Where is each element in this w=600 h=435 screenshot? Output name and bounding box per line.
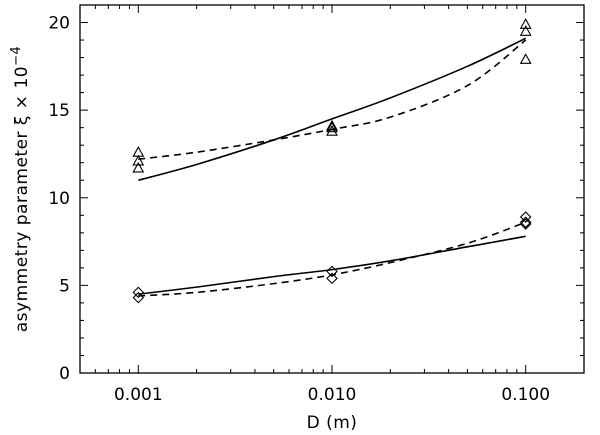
triangle-marker: [519, 53, 532, 64]
x-tick-label: 0.001: [114, 385, 163, 405]
diamond-marker: [132, 286, 145, 299]
x-tick-label: 0.100: [501, 385, 550, 405]
dashed-fit-curve: [138, 221, 526, 297]
triangle-marker: [326, 125, 338, 136]
triangle-marker: [326, 119, 338, 131]
diamond-marker: [519, 216, 532, 229]
y-tick-label: 5: [59, 276, 70, 296]
diamond-marker: [519, 211, 532, 223]
diamond-marker: [326, 272, 338, 285]
triangle-marker: [326, 121, 338, 133]
x-tick-label: 0.010: [308, 385, 357, 405]
y-tick-label: 0: [59, 364, 70, 384]
x-axis-label: D (m): [307, 413, 358, 433]
diamond-marker: [326, 265, 338, 278]
diamond-marker: [132, 291, 145, 304]
dashed-fit-curve: [138, 39, 527, 161]
triangle-marker: [519, 25, 532, 36]
y-axis-label: asymmetry parameter ξ × 10−4: [9, 46, 32, 333]
triangle-marker: [132, 161, 145, 173]
triangle-marker: [132, 146, 145, 157]
y-axis-label-exponent: −4: [9, 46, 24, 66]
y-tick-label: 10: [48, 189, 70, 209]
y-axis-label-main: asymmetry parameter ξ × 10: [12, 66, 32, 332]
diamond-marker: [519, 218, 532, 230]
y-tick-label: 20: [48, 14, 70, 34]
solid-fit-curve: [138, 37, 527, 182]
plot-frame: [79, 4, 585, 374]
triangle-marker: [132, 154, 145, 166]
triangle-marker: [519, 18, 532, 29]
solid-fit-curve: [138, 235, 526, 295]
y-axis-label-group: asymmetry parameter ξ × 10−4: [9, 46, 32, 333]
y-tick-label: 15: [48, 101, 70, 121]
